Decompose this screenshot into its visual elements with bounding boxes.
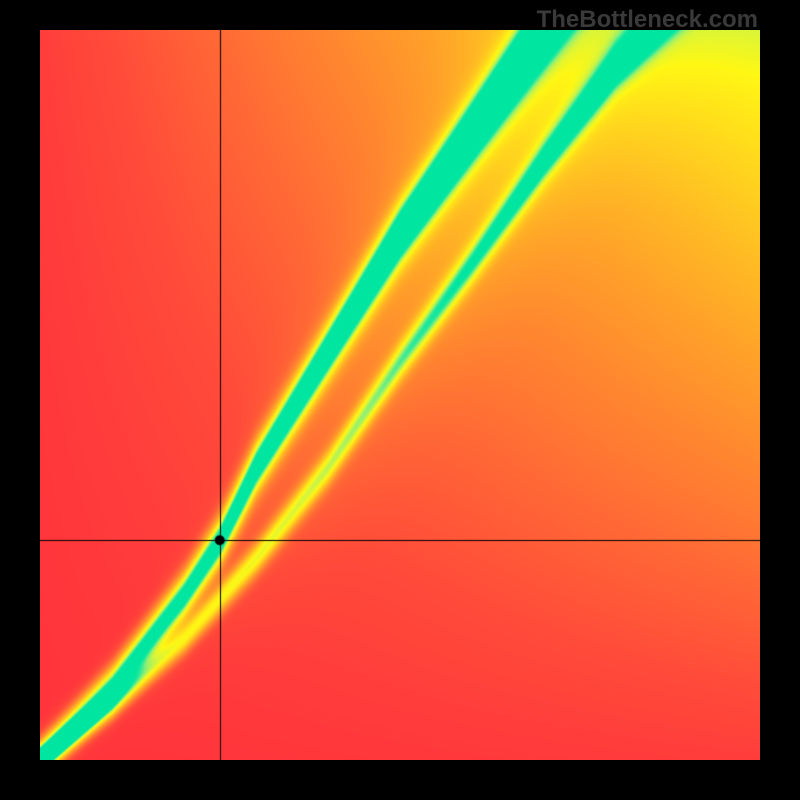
outer-frame: TheBottleneck.com	[0, 0, 800, 800]
bottleneck-heatmap	[40, 30, 760, 760]
watermark-text: TheBottleneck.com	[537, 6, 758, 34]
